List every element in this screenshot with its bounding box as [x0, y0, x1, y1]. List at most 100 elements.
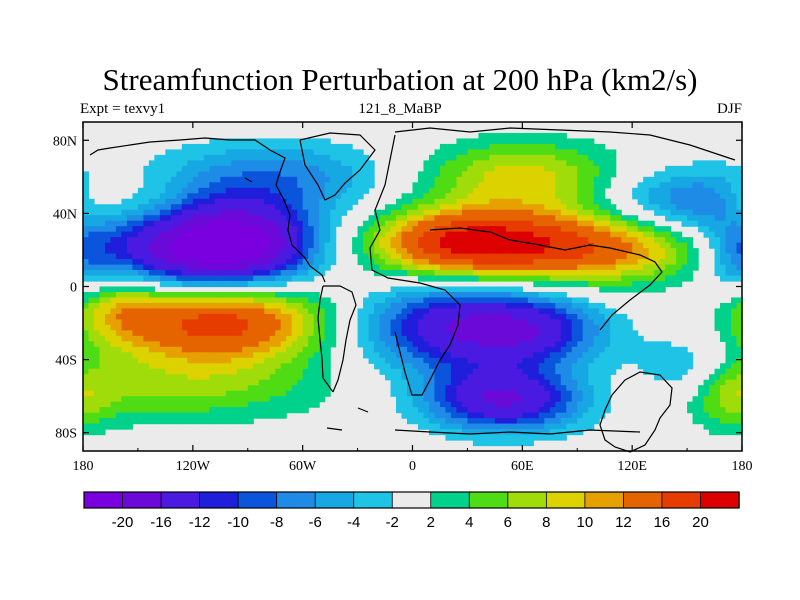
field-cells: [83, 132, 743, 447]
field-cell: [483, 231, 490, 238]
field-cell: [236, 204, 243, 211]
field-cell: [412, 264, 419, 271]
field-cell: [313, 259, 320, 266]
field-cell: [637, 264, 644, 271]
field-cell: [143, 220, 150, 227]
field-cell: [275, 193, 282, 200]
field-cell: [670, 374, 677, 381]
field-cell: [560, 335, 567, 342]
field-cell: [544, 160, 551, 167]
field-cell: [385, 308, 392, 315]
field-cell: [456, 165, 463, 172]
field-cell: [577, 385, 584, 392]
field-cell: [417, 335, 425, 342]
field-cell: [407, 374, 414, 381]
field-cell: [407, 357, 414, 364]
field-cell: [461, 412, 469, 419]
field-cell: [115, 237, 123, 244]
field-cell: [313, 357, 320, 364]
field-cell: [450, 154, 458, 161]
field-cell: [571, 220, 578, 227]
field-cell: [599, 193, 606, 200]
field-cell: [472, 237, 479, 244]
field-cell: [143, 368, 150, 375]
field-cell: [577, 308, 584, 315]
field-cell: [593, 335, 600, 342]
field-cell: [736, 237, 743, 244]
field-cell: [511, 160, 518, 167]
field-cell: [522, 335, 529, 342]
field-cell: [390, 259, 397, 266]
field-cell: [88, 330, 95, 337]
field-cell: [489, 242, 496, 249]
field-cell: [533, 281, 540, 288]
field-cell: [115, 220, 123, 227]
field-cell: [88, 297, 95, 304]
field-cell: [187, 259, 194, 266]
field-cell: [385, 341, 392, 348]
field-cell: [445, 291, 452, 299]
field-cell: [324, 231, 331, 238]
field-cell: [434, 297, 441, 304]
field-cell: [231, 308, 238, 315]
field-cell: [604, 242, 611, 249]
field-cell: [297, 357, 304, 364]
field-cell: [192, 259, 199, 266]
field-cell: [494, 396, 501, 403]
field-cell: [478, 193, 485, 200]
field-cell: [83, 215, 90, 222]
field-cell: [269, 154, 276, 161]
field-cell: [220, 138, 227, 145]
field-cell: [253, 368, 260, 375]
field-cell: [428, 198, 436, 205]
field-cell: [720, 171, 727, 178]
field-cell: [390, 374, 397, 381]
field-cell: [681, 198, 688, 205]
field-cell: [483, 390, 490, 397]
field-cell: [533, 248, 540, 255]
field-cell: [544, 171, 551, 178]
field-cell: [560, 226, 567, 233]
field-cell: [703, 418, 710, 425]
field-cell: [357, 237, 364, 244]
field-cell: [104, 264, 112, 271]
field-cell: [297, 237, 304, 244]
field-cell: [401, 352, 408, 359]
field-cell: [538, 226, 545, 233]
field-cell: [363, 313, 370, 320]
field-cell: [494, 368, 501, 375]
field-cell: [148, 253, 155, 260]
field-cell: [220, 253, 227, 260]
field-cell: [192, 248, 199, 255]
field-cell: [302, 193, 309, 200]
field-cell: [264, 237, 271, 244]
field-cell: [269, 281, 276, 288]
field-cell: [599, 407, 606, 414]
field-cell: [439, 143, 447, 151]
field-cell: [154, 379, 161, 386]
field-cell: [687, 259, 694, 266]
field-cell: [165, 341, 172, 348]
field-cell: [258, 297, 265, 304]
field-cell: [516, 346, 523, 353]
field-cell: [154, 253, 161, 260]
field-cell: [363, 319, 370, 326]
field-cell: [275, 330, 282, 337]
field-cell: [527, 237, 534, 244]
field-cell: [527, 259, 534, 266]
field-cell: [83, 193, 90, 200]
field-cell: [280, 324, 287, 331]
field-cell: [126, 390, 134, 397]
field-cell: [571, 143, 578, 151]
field-cell: [253, 407, 260, 414]
field-cell: [456, 335, 463, 342]
field-cell: [242, 308, 249, 315]
field-cell: [483, 401, 490, 408]
field-cell: [621, 324, 628, 331]
field-cell: [450, 418, 458, 425]
field-cell: [115, 363, 123, 370]
field-cell: [192, 390, 199, 397]
field-cell: [236, 160, 243, 167]
field-cell: [467, 231, 474, 238]
field-cell: [555, 138, 562, 145]
